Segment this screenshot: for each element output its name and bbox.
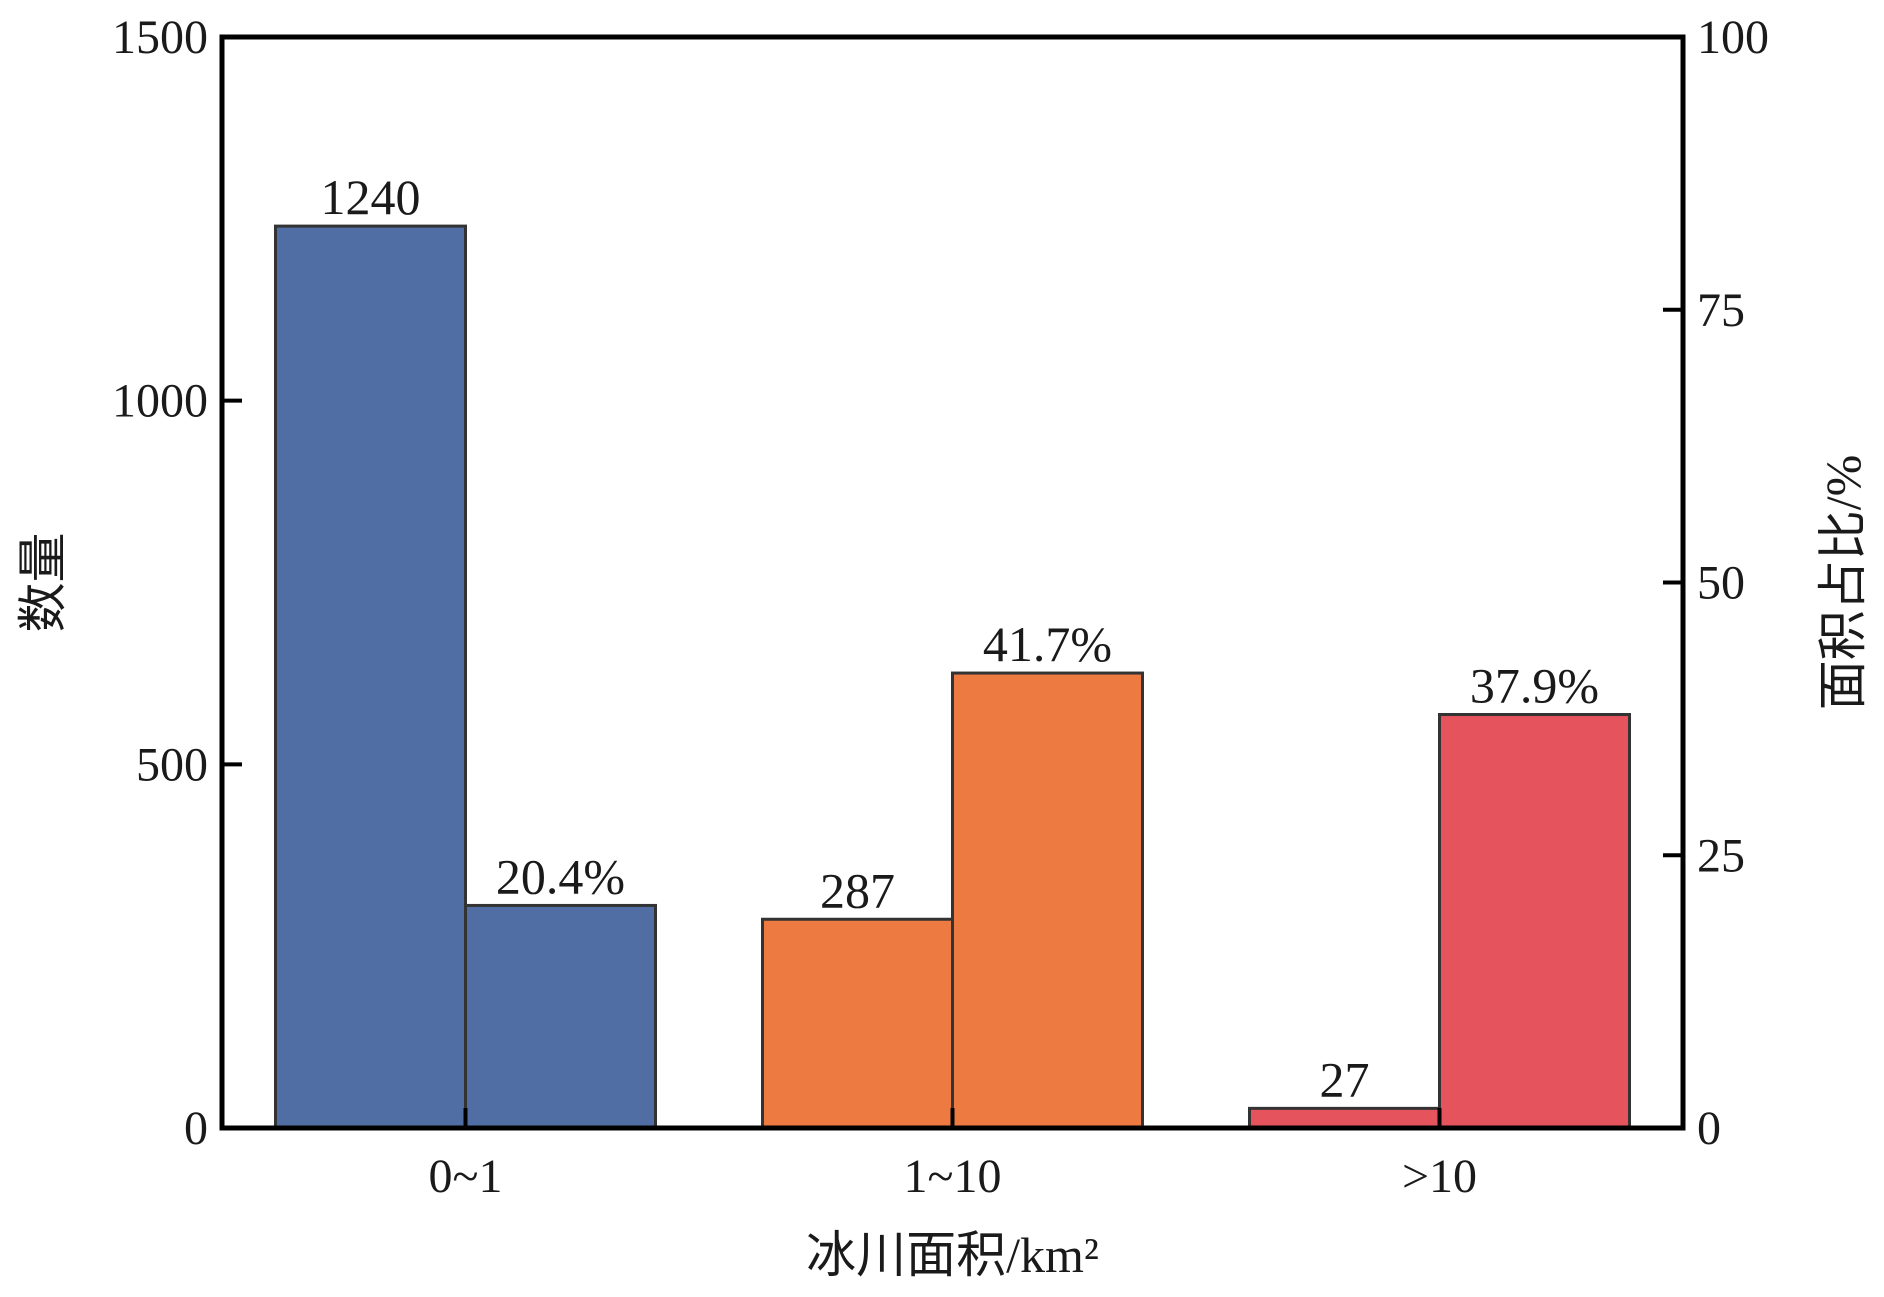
tick-labels-layer: 0 500 1000 1500 0 25 50 75 100 0~1 1~10 >10 [112,11,1769,1203]
y-tick-label: 0 [184,1102,208,1155]
data-label: 20.4% [496,848,625,904]
y2-tick-label: 50 [1697,557,1745,610]
data-label: 1240 [321,169,421,225]
y2-tick-label: 100 [1697,11,1769,64]
bar->10-area-share [1438,713,1631,1130]
bar-labels-layer: 1240 20.4% 287 41.7% 27 37.9% [321,169,1600,1107]
y2-tick-label: 25 [1697,829,1745,882]
y2-tick-label: 75 [1697,284,1745,337]
bar-0~1-area-share [464,903,657,1130]
bar-1~10-count [761,917,954,1130]
ticks-layer [222,35,1683,1130]
data-label: 37.9% [1470,658,1599,714]
y2-tick-label: 0 [1697,1102,1721,1155]
data-label: 287 [820,862,895,918]
x-tick-label: >10 [1402,1150,1477,1203]
y-tick-label: 1500 [112,11,208,64]
y-tick-label: 500 [136,738,208,791]
bar->10-count [1248,1106,1441,1130]
x-axis-title: 冰川面积/km² [806,1227,1099,1283]
y2-axis-title: 面积占比/% [1815,455,1871,711]
data-label: 41.7% [983,616,1112,672]
y-axis-title: 数量 [15,533,71,633]
bars-layer [274,224,1631,1130]
y-tick-label: 1000 [112,375,208,428]
bar-0~1-count [274,224,467,1130]
x-tick-label: 0~1 [429,1150,503,1203]
x-tick-label: 1~10 [904,1150,1002,1203]
bar-1~10-area-share [951,671,1144,1130]
data-label: 27 [1320,1051,1370,1107]
